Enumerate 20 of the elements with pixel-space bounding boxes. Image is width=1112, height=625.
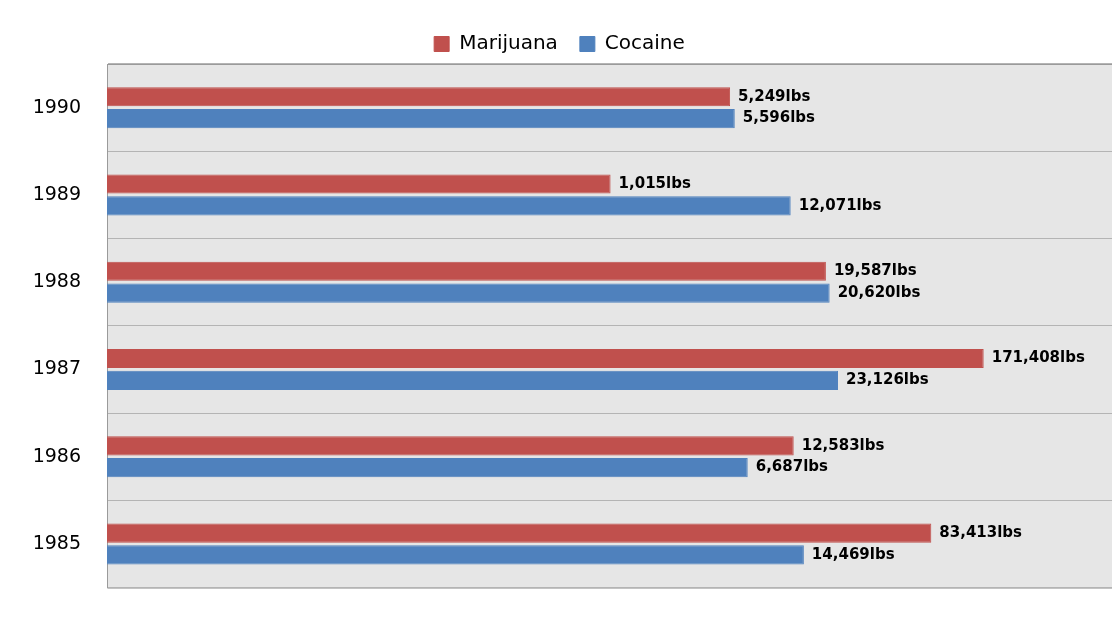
data-label: 6,687lbs [755, 457, 829, 476]
legend-label: Cocaine [604, 30, 685, 55]
y-tick-label: 1988 [32, 269, 81, 292]
y-tick-label: 1986 [32, 443, 81, 466]
data-label: 12,071lbs [798, 195, 882, 214]
data-label: 14,469lbs [811, 544, 895, 563]
y-tick-label: 1989 [32, 181, 81, 204]
y-tick-label: 1985 [32, 530, 81, 553]
legend-label: Marijuana [459, 30, 558, 55]
data-label: 1,015lbs [618, 173, 691, 192]
data-label: 19,587lbs [833, 261, 917, 280]
data-label: 23,126lbs [845, 370, 929, 389]
data-label: 12,583lbs [801, 435, 885, 454]
data-label: 171,408lbs [991, 348, 1085, 367]
y-tick-label: 1990 [32, 94, 81, 117]
data-label: 83,413lbs [939, 522, 1023, 541]
data-label: 5,249lbs [738, 86, 811, 105]
y-tick-label: 1987 [32, 356, 81, 379]
data-label: 20,620lbs [837, 282, 921, 301]
data-label: 5,596lbs [742, 108, 816, 127]
